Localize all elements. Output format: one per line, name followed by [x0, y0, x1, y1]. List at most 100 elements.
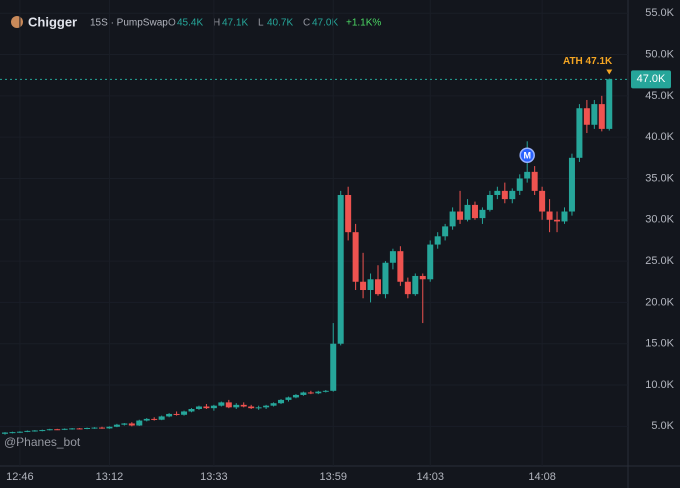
- candle-body: [434, 236, 441, 245]
- candle-body: [263, 405, 270, 408]
- x-tick-label: 13:33: [200, 471, 228, 483]
- candle-body: [136, 420, 143, 426]
- candle-body: [210, 405, 217, 409]
- x-tick-label: 14:08: [528, 471, 556, 483]
- candle-body: [516, 178, 523, 191]
- candle-body: [69, 428, 76, 430]
- candle-body: [173, 413, 180, 415]
- candle-body: [240, 404, 247, 407]
- candle-body: [203, 406, 210, 409]
- candle-body: [606, 79, 613, 129]
- y-tick-label: 20.0K: [645, 296, 674, 308]
- candle-body: [166, 413, 173, 417]
- event-marker-text: M: [523, 151, 531, 161]
- candle-body: [218, 402, 225, 406]
- legend-value: 45.4K: [177, 18, 203, 29]
- candle-body: [352, 232, 359, 282]
- candle-body: [524, 171, 531, 179]
- candle-body: [479, 209, 486, 219]
- candle-body: [330, 343, 337, 391]
- y-tick-label: 15.0K: [645, 338, 674, 350]
- legend-key: O: [168, 18, 176, 29]
- candle-body: [225, 402, 232, 408]
- chart-title: Chigger: [28, 14, 77, 29]
- candle-body: [307, 392, 314, 394]
- y-tick-label: 35.0K: [645, 172, 674, 184]
- candle-body: [233, 404, 240, 408]
- candle-body: [188, 408, 195, 412]
- ath-arrow: [606, 69, 613, 75]
- candle-body: [2, 432, 8, 434]
- candle-body: [31, 430, 38, 432]
- y-tick-label: 30.0K: [645, 214, 674, 226]
- candle-body: [39, 430, 46, 432]
- candle-body: [591, 104, 598, 125]
- candle-body: [61, 428, 68, 430]
- candle-body: [345, 194, 352, 233]
- candle-body: [181, 411, 188, 415]
- candle-body: [419, 275, 426, 280]
- candle-body: [397, 251, 404, 282]
- legend-value: 40.7K: [267, 18, 293, 29]
- ohlc-legend: O 45.4K H 47.1K L 40.7K C 47.0K +1.1K%: [168, 18, 381, 29]
- candle-body: [375, 279, 381, 295]
- x-tick-label: 12:46: [6, 471, 34, 483]
- y-tick-label: 25.0K: [645, 255, 674, 267]
- legend-value: 47.0K: [312, 18, 338, 29]
- candle-body: [195, 406, 202, 409]
- candle-body: [389, 251, 396, 263]
- candle-body: [554, 219, 561, 222]
- candle-body: [278, 399, 285, 404]
- candle-body: [322, 390, 329, 392]
- x-tick-label: 13:12: [96, 471, 124, 483]
- candle-body: [315, 391, 322, 394]
- candle-body: [509, 190, 516, 200]
- candle-body: [486, 194, 493, 210]
- candle-body: [382, 262, 389, 295]
- candle-body: [54, 429, 61, 431]
- candle-body: [151, 418, 158, 420]
- candle-body: [285, 397, 292, 400]
- candle-body: [449, 211, 456, 227]
- token-icon: [11, 16, 23, 28]
- last-price-box: [631, 70, 671, 89]
- candle-body: [46, 429, 53, 431]
- ath-label: ATH 47.1K: [563, 56, 613, 67]
- candle-body: [337, 194, 344, 344]
- candle-body: [598, 104, 605, 129]
- y-tick-label: 50.0K: [645, 48, 674, 60]
- y-tick-label: 10.0K: [645, 379, 674, 391]
- candle-body: [531, 171, 538, 191]
- candle-body: [464, 204, 471, 220]
- last-price-label: 47.0K: [637, 73, 666, 85]
- legend-change: +1.1K%: [346, 18, 381, 29]
- candle-body: [457, 211, 464, 220]
- candle-body: [539, 190, 546, 212]
- candle-body: [143, 418, 150, 421]
- x-tick-label: 13:59: [319, 471, 347, 483]
- y-tick-label: 45.0K: [645, 90, 674, 102]
- candle-body: [270, 403, 277, 406]
- candle-body: [121, 423, 128, 425]
- y-tick-label: 40.0K: [645, 131, 674, 143]
- candle-body: [76, 428, 83, 430]
- header: Chigger 15S · PumpSwap O 45.4K H 47.1K L 40.7…: [11, 14, 381, 29]
- candle-body: [471, 204, 478, 219]
- y-tick-label: 55.0K: [645, 7, 674, 19]
- candle-body: [128, 423, 135, 426]
- candle-body: [367, 279, 374, 291]
- x-tick-label: 14:03: [416, 471, 444, 483]
- candle-body: [501, 190, 508, 200]
- legend-key: H: [213, 18, 220, 29]
- candle-body: [292, 394, 299, 398]
- y-tick-label: 5.0K: [651, 420, 674, 432]
- subtitle: 15S · PumpSwap: [90, 18, 168, 29]
- legend-key: L: [258, 18, 264, 29]
- event-marker: [519, 147, 535, 164]
- candle-body: [404, 281, 411, 295]
- candle-body: [442, 226, 449, 237]
- candle-body: [427, 244, 434, 280]
- candle-body: [248, 406, 255, 409]
- candle-body: [583, 108, 590, 125]
